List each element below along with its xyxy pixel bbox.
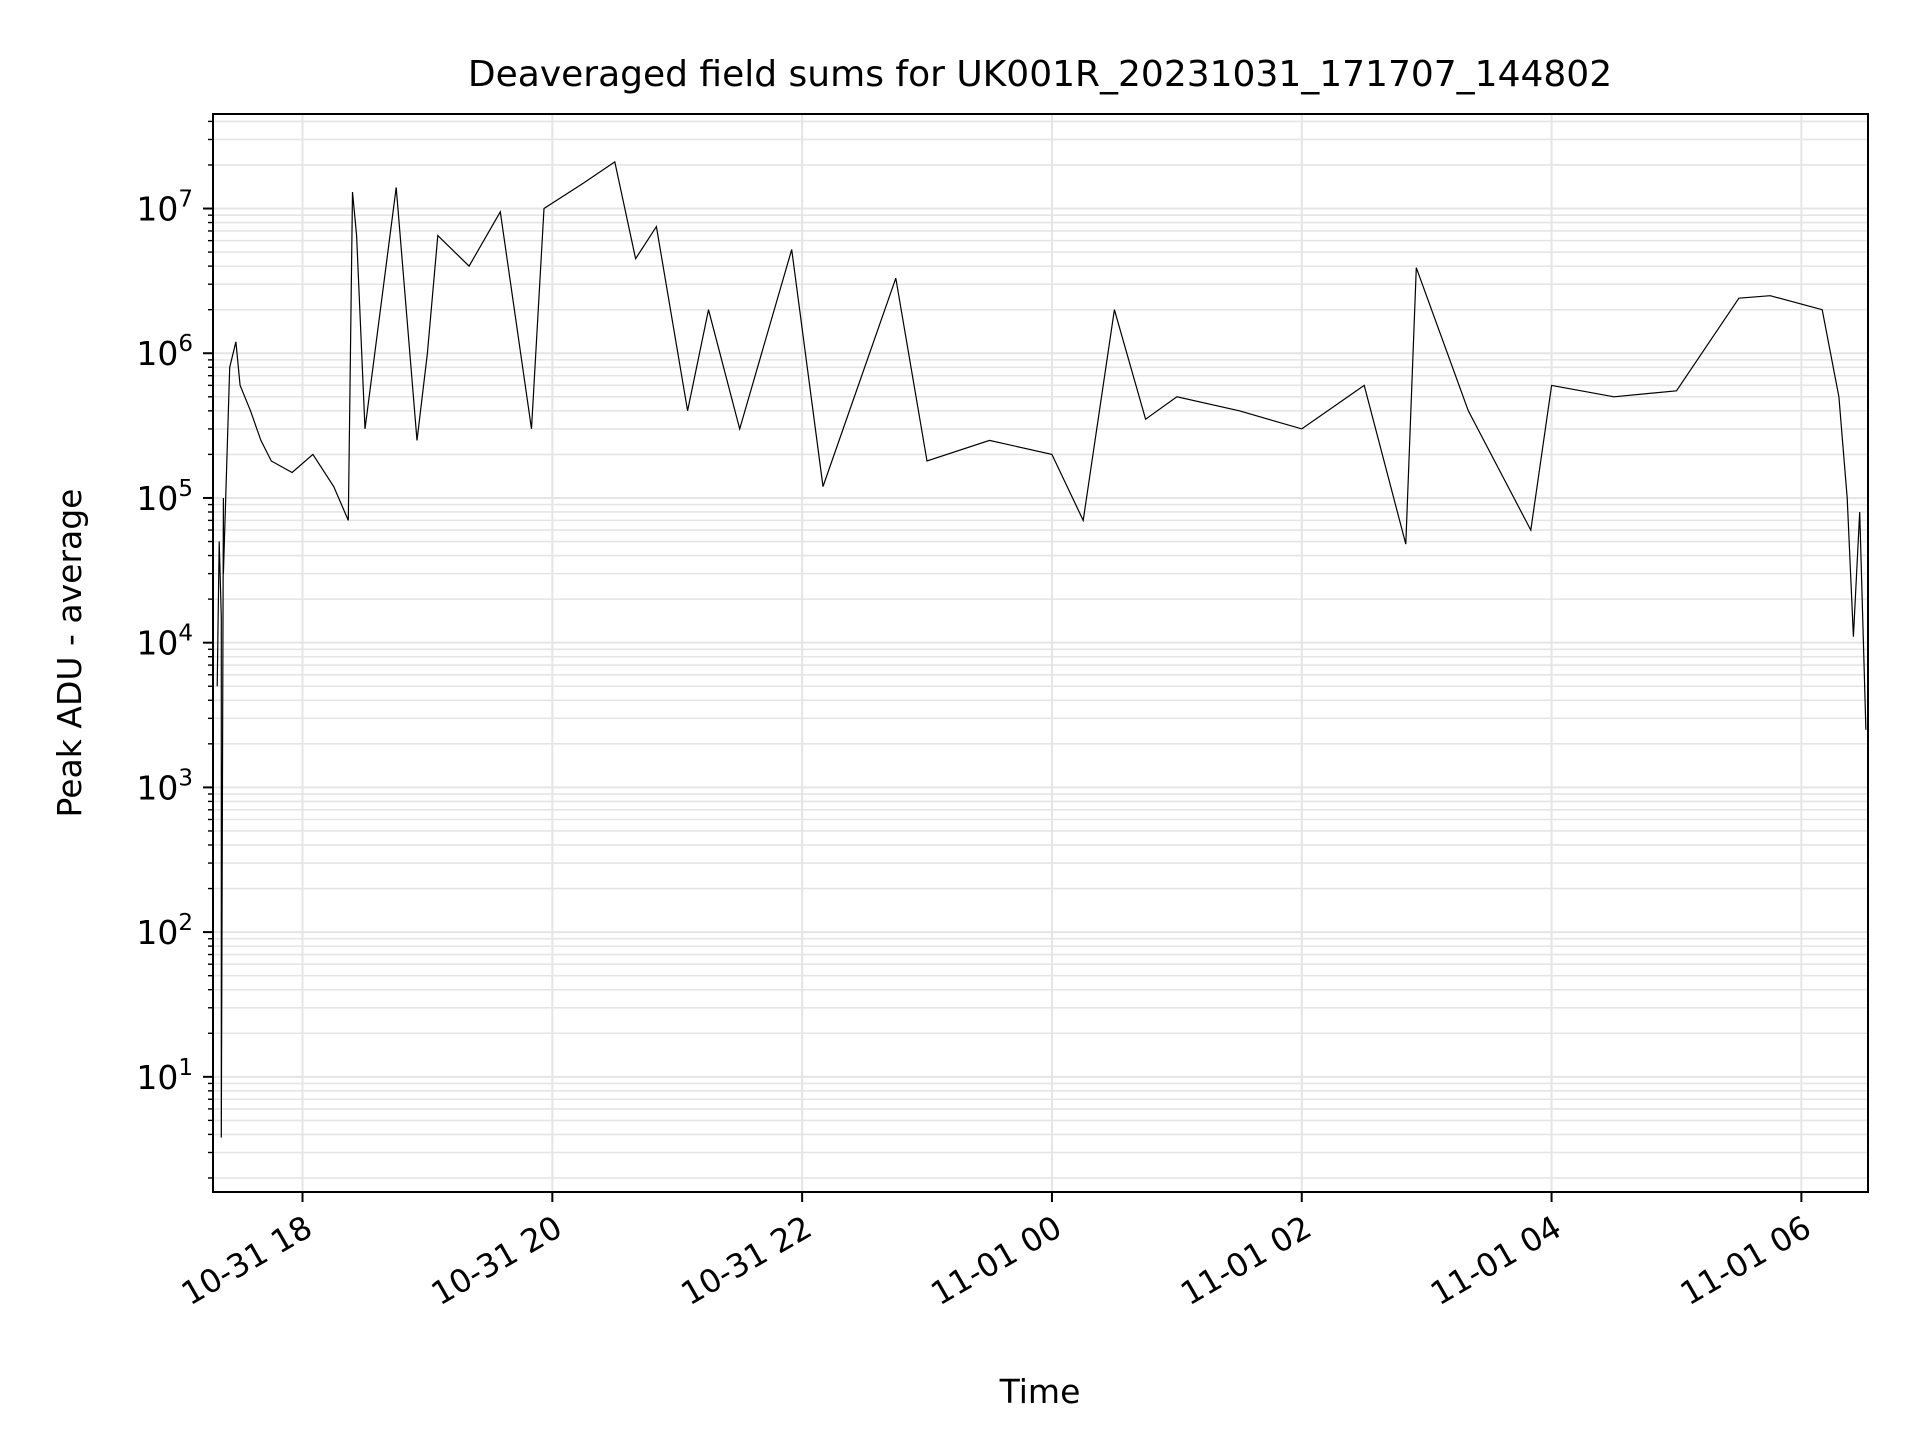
y-tick-label: 101 [136, 1055, 193, 1097]
y-tick-label: 102 [136, 910, 193, 952]
y-tick-labels: 101 102 103 104 105 106 107 [136, 187, 193, 1097]
y-tick-label: 106 [136, 331, 193, 373]
series-layer [216, 160, 1867, 1138]
x-axis-label: Time [999, 1372, 1081, 1411]
plot-frame [212, 113, 1869, 1193]
y-tick-label: 105 [136, 476, 193, 518]
y-tick-label: 107 [136, 187, 193, 229]
y-axis-label: Peak ADU - average [50, 489, 89, 818]
series-line [216, 160, 1867, 1138]
chart-title: Deaveraged field sums for UK001R_2023103… [468, 54, 1612, 95]
y-tick-label: 104 [136, 621, 193, 663]
tick-layer [203, 120, 1803, 1202]
grid-layer [213, 114, 1868, 1192]
y-tick-label: 103 [136, 765, 193, 807]
